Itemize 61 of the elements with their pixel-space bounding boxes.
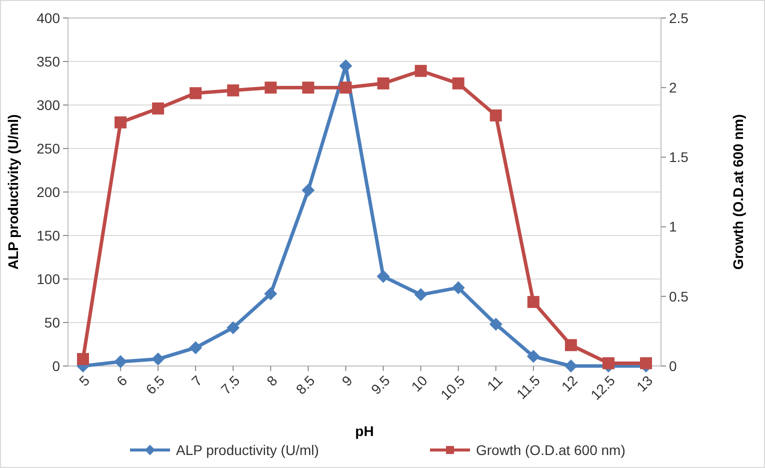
point — [264, 287, 278, 300]
y-tick-label: 200 — [36, 184, 60, 200]
x-tick-label: 9 — [338, 372, 356, 390]
y2-tick-label: 0.5 — [669, 288, 689, 304]
point — [152, 352, 165, 366]
x-tick-label: 12 — [558, 372, 581, 395]
point — [564, 339, 577, 352]
point — [189, 341, 202, 354]
y2-tick-label: 1.5 — [669, 149, 689, 166]
point — [227, 84, 240, 96]
point — [527, 296, 540, 308]
point — [526, 350, 540, 363]
x-tick-label: 8 — [263, 372, 280, 390]
point — [226, 321, 240, 334]
x-axis-title: pH — [355, 423, 374, 439]
y2-tick-label: 2 — [669, 80, 677, 96]
point — [264, 82, 277, 94]
point — [302, 184, 315, 197]
x-tick-label: 6 — [113, 372, 130, 390]
x-tick-label: 7 — [188, 372, 206, 390]
y2-tick-label: 0 — [669, 358, 677, 374]
x-tick-label: 5 — [76, 372, 93, 390]
point — [640, 357, 652, 370]
y-axis-title: ALP productivity (U/ml) — [5, 114, 21, 270]
y-tick-label: 300 — [36, 96, 60, 113]
point — [302, 82, 314, 94]
point — [340, 82, 352, 94]
point — [414, 64, 427, 77]
y-tick-label: 0 — [52, 358, 60, 374]
y-tick-label: 150 — [36, 227, 60, 244]
legend-label: Growth (O.D.at 600 nm) — [476, 442, 626, 458]
point — [602, 357, 614, 370]
y-tick-label: 350 — [36, 53, 60, 70]
point — [564, 360, 578, 372]
point — [377, 77, 390, 90]
y-tick-label: 50 — [44, 314, 60, 330]
y-tick-label: 250 — [36, 140, 60, 156]
point — [376, 270, 390, 283]
y-tick-label: 400 — [36, 10, 60, 26]
point — [414, 288, 428, 302]
point — [452, 77, 464, 90]
x-tick-label: 7.5 — [218, 372, 243, 398]
point — [490, 109, 502, 122]
y2-axis-title: Growth (O.D.at 600 nm) — [730, 114, 746, 270]
x-tick-label: 10 — [408, 372, 431, 395]
point — [152, 102, 164, 114]
legend-label: ALP productivity (U/ml) — [176, 442, 319, 458]
point — [77, 353, 89, 366]
y2-tick-label: 2.5 — [669, 10, 689, 26]
point — [190, 87, 202, 100]
x-tick-label: 13 — [633, 372, 656, 395]
point — [452, 281, 465, 294]
y-tick-label: 100 — [36, 270, 60, 287]
x-tick-label: 9.5 — [368, 372, 393, 398]
point — [114, 116, 127, 128]
point — [489, 318, 502, 331]
point — [114, 355, 128, 368]
x-tick-label: 6.5 — [142, 372, 168, 398]
x-tick-label: 8.5 — [292, 372, 318, 398]
y2-tick-label: 1 — [669, 218, 677, 235]
x-tick-label: 11 — [484, 372, 506, 394]
